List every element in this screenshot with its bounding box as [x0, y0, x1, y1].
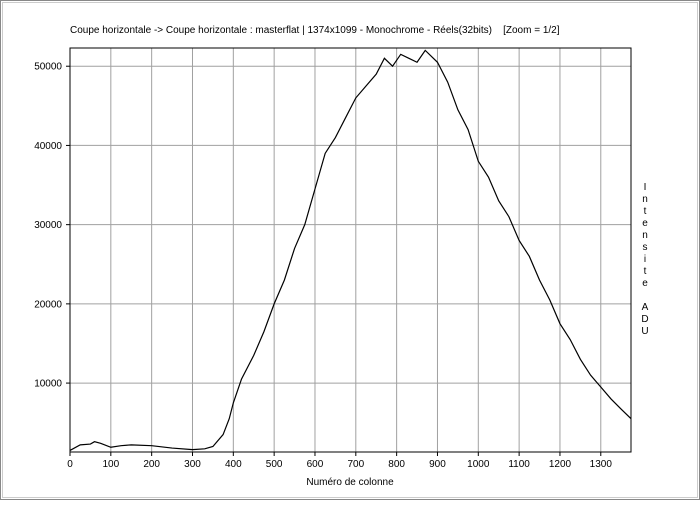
y-tick-label: 50000 — [34, 62, 62, 73]
x-tick-label: 100 — [102, 459, 119, 470]
x-tick-label: 400 — [225, 459, 242, 470]
inner-frame — [2, 2, 698, 498]
x-tick-label: 700 — [347, 459, 364, 470]
x-tick-label: 300 — [184, 459, 201, 470]
data-line — [69, 49, 632, 451]
x-tick-label: 500 — [266, 459, 283, 470]
plot-area — [70, 48, 631, 452]
x-tick-label: 1200 — [549, 459, 572, 470]
x-tick-label: 1300 — [590, 459, 613, 470]
x-tick-label: 200 — [143, 459, 160, 470]
x-tick-label: 0 — [67, 459, 73, 470]
y-tick-label: 10000 — [34, 379, 62, 390]
x-axis-label: Numéro de colonne — [306, 477, 394, 488]
x-tick-label: 600 — [307, 459, 324, 470]
x-tick-label: 1100 — [508, 459, 530, 470]
y-tick-label: 40000 — [34, 141, 62, 152]
y-tick-label: 20000 — [34, 299, 62, 310]
x-tick-label: 800 — [388, 459, 405, 470]
x-tick-label: 900 — [429, 459, 446, 470]
chart-title: Coupe horizontale -> Coupe horizontale :… — [70, 25, 560, 36]
y-tick-label: 30000 — [34, 220, 62, 231]
x-tick-label: 1000 — [467, 459, 490, 470]
y-axis-label: Intensite ADU — [640, 182, 651, 338]
plot-border — [69, 47, 632, 453]
